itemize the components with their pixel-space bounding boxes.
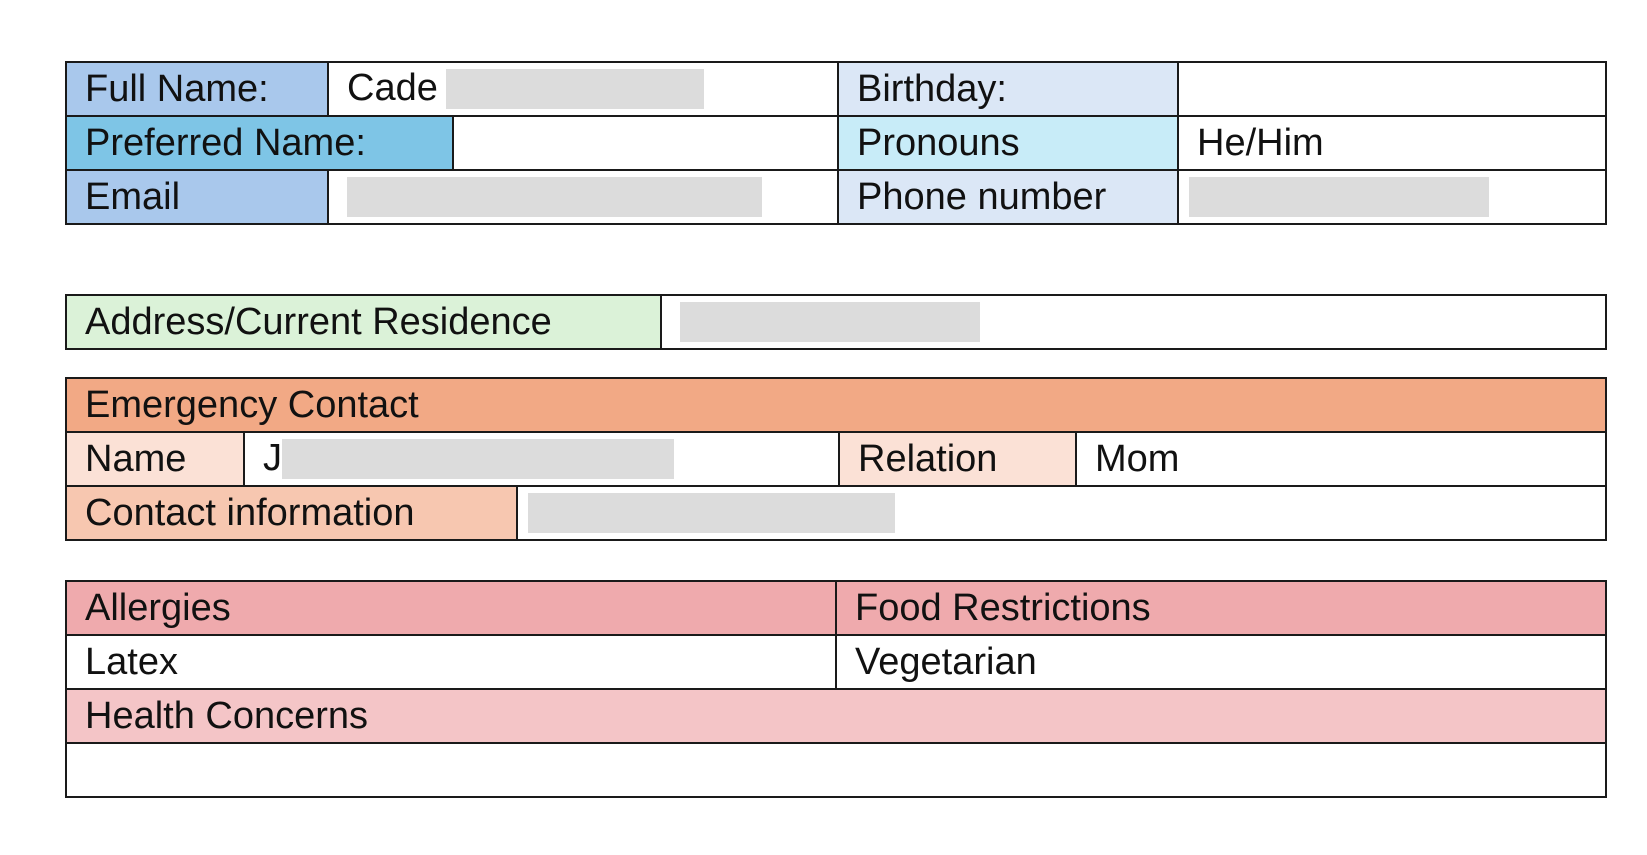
redaction-block	[1189, 177, 1489, 218]
full-name-row: Full Name: Cade Birthday:	[65, 61, 1607, 117]
allergies-field[interactable]: Latex	[65, 634, 837, 690]
emergency-name-row: Name J Relation Mom	[65, 431, 1608, 487]
full-name-label: Full Name:	[65, 61, 329, 117]
preferred-name-field[interactable]	[452, 115, 839, 171]
birthday-field[interactable]	[1177, 61, 1607, 117]
email-row: Email Phone number	[65, 169, 1607, 225]
health-values-row: Latex Vegetarian	[65, 634, 1607, 690]
redaction-block	[445, 69, 704, 110]
full-name-value: Cade	[347, 66, 438, 109]
contact-info-field[interactable]	[515, 485, 1608, 541]
email-label: Email	[65, 169, 329, 225]
redaction-block	[680, 302, 980, 343]
pronouns-field[interactable]: He/Him	[1177, 115, 1607, 171]
health-concerns-field[interactable]	[65, 742, 1607, 798]
full-name-field[interactable]: Cade	[327, 61, 839, 117]
emergency-contact-header: Emergency Contact	[64, 377, 1608, 433]
allergies-label: Allergies	[65, 580, 837, 636]
health-concerns-label: Health Concerns	[65, 688, 1607, 744]
health-table: Allergies Food Restrictions Latex Vegeta…	[65, 580, 1607, 798]
relation-label: Relation	[838, 431, 1077, 487]
redaction-block	[282, 439, 674, 480]
address-table: Address/Current Residence	[65, 294, 1607, 350]
redaction-block	[347, 177, 762, 218]
emergency-header-row: Emergency Contact	[64, 377, 1608, 433]
health-header-row: Allergies Food Restrictions	[65, 580, 1607, 636]
emergency-name-value: J	[263, 436, 282, 479]
emergency-contact-table: Emergency Contact Name J Relation Mom Co…	[64, 377, 1608, 541]
emergency-name-field[interactable]: J	[243, 431, 840, 487]
phone-label: Phone number	[837, 169, 1179, 225]
food-restrictions-field[interactable]: Vegetarian	[835, 634, 1607, 690]
email-field[interactable]	[327, 169, 839, 225]
pronouns-label: Pronouns	[837, 115, 1179, 171]
food-restrictions-label: Food Restrictions	[835, 580, 1607, 636]
redaction-block	[528, 493, 895, 534]
preferred-name-row: Preferred Name: Pronouns He/Him	[65, 115, 1607, 171]
health-concerns-row	[65, 742, 1607, 798]
birthday-label: Birthday:	[837, 61, 1179, 117]
health-concerns-header-row: Health Concerns	[65, 688, 1607, 744]
relation-field[interactable]: Mom	[1074, 431, 1608, 487]
address-label: Address/Current Residence	[65, 294, 662, 350]
preferred-name-label: Preferred Name:	[65, 115, 454, 171]
address-field[interactable]	[660, 294, 1607, 350]
emergency-name-label: Name	[65, 431, 245, 487]
contact-info-label: Contact information	[65, 485, 518, 541]
emergency-contact-row: Contact information	[65, 485, 1608, 541]
personal-info-table: Full Name: Cade Birthday: Preferred Name…	[65, 61, 1607, 225]
phone-field[interactable]	[1177, 169, 1607, 225]
address-row: Address/Current Residence	[65, 294, 1607, 350]
